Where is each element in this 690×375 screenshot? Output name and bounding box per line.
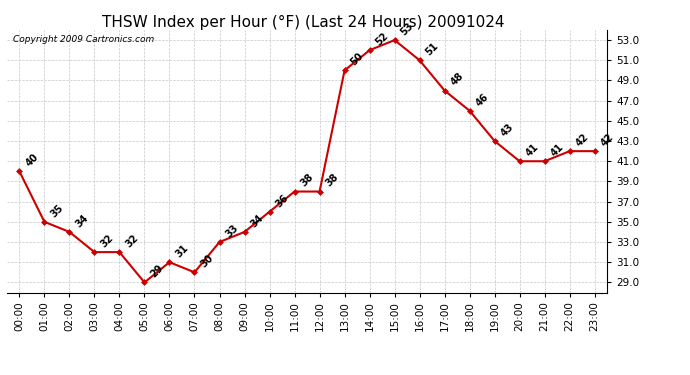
Text: Copyright 2009 Cartronics.com: Copyright 2009 Cartronics.com — [13, 35, 154, 44]
Text: 32: 32 — [124, 233, 140, 249]
Text: 36: 36 — [274, 192, 290, 209]
Text: 42: 42 — [574, 132, 591, 148]
Text: 32: 32 — [99, 233, 115, 249]
Text: 33: 33 — [224, 223, 240, 239]
Text: 41: 41 — [549, 142, 565, 159]
Text: 34: 34 — [74, 213, 90, 229]
Text: 38: 38 — [324, 172, 340, 189]
Text: 41: 41 — [524, 142, 540, 159]
Text: 43: 43 — [499, 122, 515, 138]
Text: 50: 50 — [348, 51, 365, 68]
Text: 38: 38 — [299, 172, 315, 189]
Text: 35: 35 — [48, 202, 65, 219]
Text: 30: 30 — [199, 253, 215, 270]
Text: 40: 40 — [23, 152, 40, 169]
Text: 51: 51 — [424, 41, 440, 57]
Text: 53: 53 — [399, 21, 415, 38]
Text: 34: 34 — [248, 213, 265, 229]
Text: 42: 42 — [599, 132, 615, 148]
Text: THSW Index per Hour (°F) (Last 24 Hours) 20091024: THSW Index per Hour (°F) (Last 24 Hours)… — [102, 15, 505, 30]
Text: 31: 31 — [174, 243, 190, 260]
Text: 29: 29 — [148, 263, 165, 280]
Text: 48: 48 — [448, 71, 466, 88]
Text: 46: 46 — [474, 92, 491, 108]
Text: 52: 52 — [374, 31, 391, 47]
